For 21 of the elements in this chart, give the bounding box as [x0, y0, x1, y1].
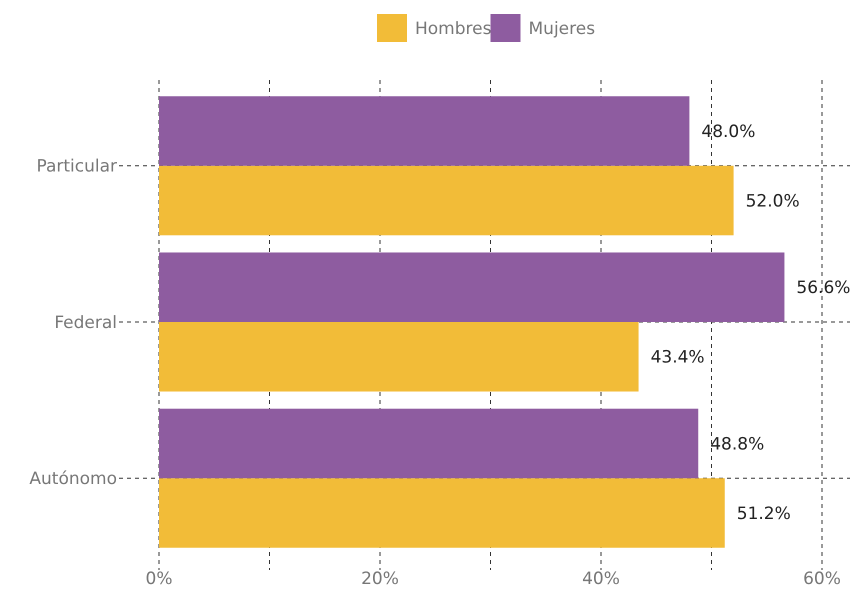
legend-label: Hombres [415, 18, 492, 39]
x-tick-label: 60% [803, 569, 841, 589]
data-label: 43.4% [650, 348, 705, 368]
bar [159, 252, 784, 322]
x-tick-label: 0% [146, 569, 172, 589]
y-tick-label: Autónomo [29, 469, 117, 490]
y-tick-label: Federal [54, 312, 117, 333]
x-tick-label: 40% [582, 569, 620, 589]
x-tick-label: 20% [361, 569, 399, 589]
y-tick-label: Particular [36, 156, 117, 177]
data-label: 56.6% [796, 278, 850, 298]
data-label: 51.2% [736, 504, 791, 524]
bar [159, 408, 698, 478]
data-label: 52.0% [746, 191, 800, 212]
data-label: 48.8% [710, 434, 764, 454]
bar [159, 478, 725, 548]
bar [159, 166, 734, 236]
bar [159, 322, 639, 392]
legend-label: Mujeres [528, 18, 596, 39]
data-label: 48.0% [701, 122, 756, 142]
bar [159, 96, 690, 166]
